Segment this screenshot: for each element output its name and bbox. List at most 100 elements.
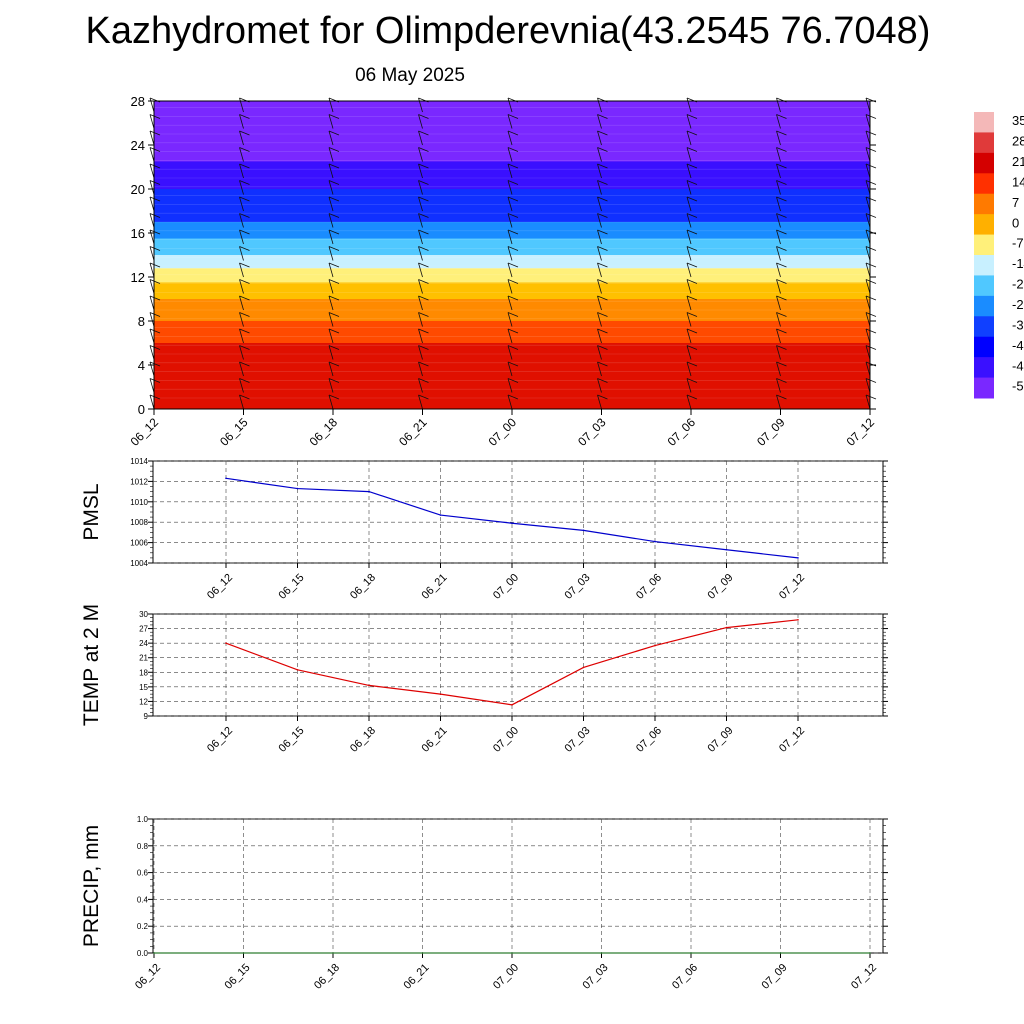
wind-barb — [776, 394, 781, 410]
wind-barb — [507, 163, 513, 179]
wind-barb-flag — [328, 378, 340, 383]
wind-barb — [507, 312, 513, 327]
wind-barb — [686, 378, 692, 393]
wind-barb-flag — [239, 295, 250, 301]
wind-barb — [507, 279, 513, 294]
data-point — [368, 490, 370, 493]
wind-barb — [776, 345, 781, 360]
data-point — [368, 684, 370, 687]
wind-barb — [686, 229, 692, 245]
colorbar-swatch — [974, 275, 994, 297]
wind-barb-flag — [239, 229, 250, 235]
wind-barb-flag — [149, 180, 161, 185]
x-tick-label: 07_12 — [777, 572, 807, 602]
colorbar-label: -21 — [1012, 277, 1024, 292]
colorbar-label: -7 — [1012, 236, 1024, 251]
wind-barb-flag — [865, 180, 877, 185]
y-tick-label: 20 — [131, 182, 145, 197]
wind-barb — [239, 147, 244, 162]
wind-barb — [865, 246, 871, 261]
wind-barb-flag — [776, 130, 787, 136]
wind-barb-flag — [239, 328, 250, 334]
wind-barb-flag — [149, 312, 161, 317]
cross-section-chart: 0 4 8 12 16 20 24 28 06_12 06_15 06_18 06_21 07_00 07… — [128, 94, 878, 449]
wind-barb — [686, 328, 692, 344]
wind-barb-flag — [507, 328, 519, 334]
wind-barb-flag — [149, 147, 161, 152]
wind-barb — [865, 312, 871, 327]
y-tick-label: 27 — [139, 625, 148, 634]
x-tick-label: 07_09 — [706, 572, 736, 602]
wind-barb-flag — [507, 262, 519, 268]
wind-barb-flag — [686, 114, 698, 119]
wind-barb-flag — [418, 130, 429, 136]
wind-barb — [149, 394, 155, 410]
wind-barb-flag — [328, 196, 340, 202]
wind-barb — [328, 394, 334, 410]
x-tick-label: 07_00 — [491, 725, 521, 755]
heatmap-band-9 — [154, 161, 870, 189]
wind-barb — [507, 361, 513, 377]
x-tick-label: 07_03 — [581, 962, 611, 992]
x-tick-label: 07_06 — [665, 415, 699, 449]
y-tick-label: 18 — [139, 668, 148, 677]
wind-barb — [418, 213, 423, 228]
wind-barb — [149, 345, 155, 360]
wind-barb-flag — [686, 328, 698, 334]
wind-barb-flag — [597, 378, 608, 383]
wind-barb — [328, 196, 334, 212]
wind-barb — [149, 279, 155, 294]
x-tick-label: 07_12 — [849, 962, 879, 992]
wind-barb-flag — [865, 163, 877, 169]
wind-barb-flag — [865, 295, 877, 301]
wind-barb — [328, 361, 334, 377]
wind-barb — [507, 378, 513, 393]
wind-barb-flag — [239, 345, 250, 350]
wind-barb-flag — [865, 246, 877, 251]
y-tick-label: 15 — [139, 683, 148, 692]
wind-barb — [865, 163, 871, 179]
data-point — [296, 669, 299, 671]
x-tick-label: 07_06 — [670, 962, 700, 992]
data-point — [225, 642, 227, 644]
colorbar-swatch — [974, 357, 994, 379]
wind-barb — [686, 163, 692, 179]
x-tick-label: 06_21 — [402, 962, 432, 992]
y-tick-label: 24 — [139, 639, 148, 648]
y-tick-label: 1004 — [130, 559, 148, 568]
y-tick-label: 0.8 — [137, 842, 149, 851]
wind-barb-flag — [686, 246, 698, 251]
data-point — [421, 952, 424, 954]
wind-barb-flag — [597, 312, 608, 317]
wind-barb-flag — [239, 180, 250, 185]
wind-barb-flag — [507, 114, 519, 119]
wind-barb — [865, 130, 871, 146]
wind-barb — [149, 328, 155, 344]
wind-barb — [776, 295, 781, 311]
y-tick-label: 0.6 — [137, 869, 149, 878]
wind-barb-flag — [149, 345, 161, 350]
wind-barb — [149, 180, 155, 195]
wind-barb-flag — [776, 394, 787, 400]
wind-barb — [239, 361, 244, 377]
wind-barb-flag — [686, 180, 698, 185]
wind-barb-flag — [776, 378, 787, 383]
data-point — [511, 952, 513, 954]
wind-barb — [239, 378, 244, 393]
wind-barb-flag — [149, 163, 161, 169]
colorbar-label: 7 — [1012, 195, 1019, 210]
wind-barb-flag — [239, 246, 250, 251]
wind-barb-flag — [597, 394, 608, 400]
x-tick-label: 07_00 — [491, 572, 521, 602]
wind-barb-flag — [328, 262, 340, 268]
wind-barb-flag — [418, 378, 429, 383]
wind-barb — [328, 147, 334, 162]
wind-barb-flag — [686, 213, 698, 218]
wind-barb-flag — [239, 213, 250, 218]
wind-barb-flag — [597, 196, 608, 202]
wind-barb — [865, 114, 871, 129]
wind-barb-flag — [776, 295, 787, 301]
y-tick-label: 1010 — [130, 498, 148, 507]
wind-barb-flag — [686, 312, 698, 317]
